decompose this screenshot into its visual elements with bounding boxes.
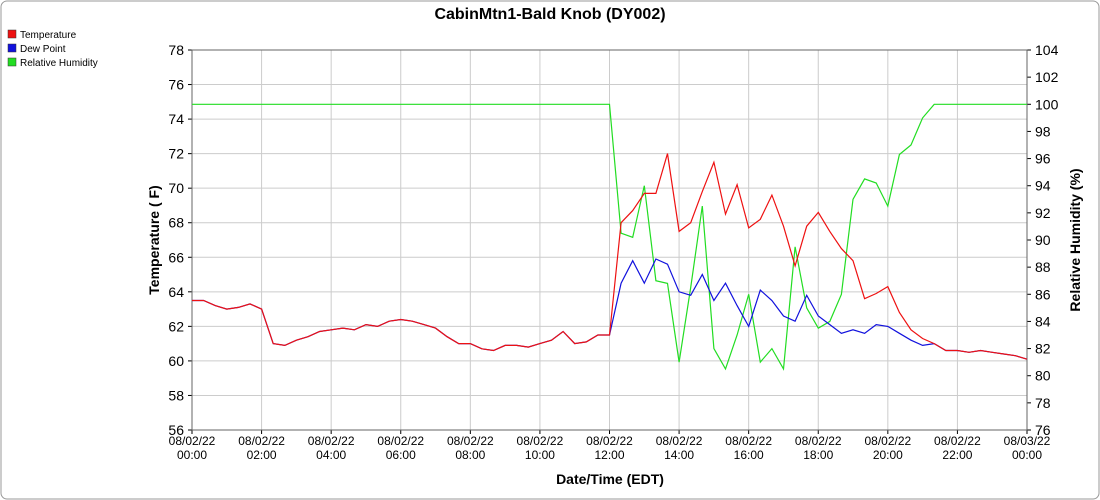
y-tick-label: 64 [168, 284, 184, 300]
x-axis-title: Date/Time (EDT) [556, 471, 664, 487]
y2-tick-label: 92 [1035, 205, 1051, 221]
x-tick-label: 08/03/22 00:00 [1004, 434, 1051, 462]
x-tick-label: 08/02/22 22:00 [934, 434, 981, 462]
x-tick-label: 08/02/22 16:00 [725, 434, 772, 462]
x-tick-label: 08/02/22 08:00 [447, 434, 494, 462]
y-tick-label: 56 [168, 422, 184, 438]
legend-label: Relative Humidity [20, 58, 98, 69]
y2-tick-label: 104 [1035, 42, 1059, 58]
y-tick-label: 60 [168, 353, 184, 369]
x-tick-label: 08/02/22 04:00 [308, 434, 355, 462]
y-tick-label: 62 [168, 318, 184, 334]
y2-tick-label: 88 [1035, 259, 1051, 275]
y2-tick-label: 100 [1035, 96, 1059, 112]
legend-swatch [7, 43, 17, 53]
y-tick-label: 58 [168, 387, 184, 403]
chart-title: CabinMtn1-Bald Knob (DY002) [434, 6, 665, 23]
y-tick-label: 68 [168, 215, 184, 231]
x-tick-label: 08/02/22 18:00 [795, 434, 842, 462]
y-tick-label: 72 [168, 146, 184, 162]
y2-axis-title: Relative Humidity (%) [1067, 168, 1083, 311]
y2-tick-label: 82 [1035, 341, 1051, 357]
legend-swatch [7, 57, 17, 67]
x-tick-label: 08/02/22 12:00 [586, 434, 633, 462]
y2-tick-label: 84 [1035, 313, 1051, 329]
legend-swatch [7, 29, 17, 39]
y-tick-label: 70 [168, 180, 184, 196]
y-axis-title: Temperature ( F) [146, 185, 162, 294]
x-tick-label: 08/02/22 20:00 [864, 434, 911, 462]
x-tick-label: 08/02/22 00:00 [169, 434, 216, 462]
x-tick-label: 08/02/22 10:00 [517, 434, 564, 462]
y2-tick-label: 76 [1035, 422, 1051, 438]
y2-tick-label: 90 [1035, 232, 1051, 248]
plot-border [191, 49, 1028, 431]
series-line [192, 103, 1027, 371]
x-tick-label: 08/02/22 06:00 [377, 434, 424, 462]
y2-tick-label: 96 [1035, 151, 1051, 167]
y-tick-label: 76 [168, 77, 184, 93]
y2-tick-label: 102 [1035, 69, 1059, 85]
y-tick-label: 78 [168, 42, 184, 58]
y-tick-label: 66 [168, 249, 184, 265]
legend-label: Temperature [20, 30, 77, 41]
y2-tick-label: 94 [1035, 178, 1051, 194]
legend-label: Dew Point [20, 44, 66, 55]
x-tick-label: 08/02/22 14:00 [656, 434, 703, 462]
y-tick-label: 74 [168, 111, 184, 127]
y2-tick-label: 80 [1035, 368, 1051, 384]
y2-tick-label: 86 [1035, 286, 1051, 302]
y2-tick-label: 98 [1035, 123, 1051, 139]
x-tick-label: 08/02/22 02:00 [238, 434, 285, 462]
y2-tick-label: 78 [1035, 395, 1051, 411]
series-line [192, 153, 1028, 360]
